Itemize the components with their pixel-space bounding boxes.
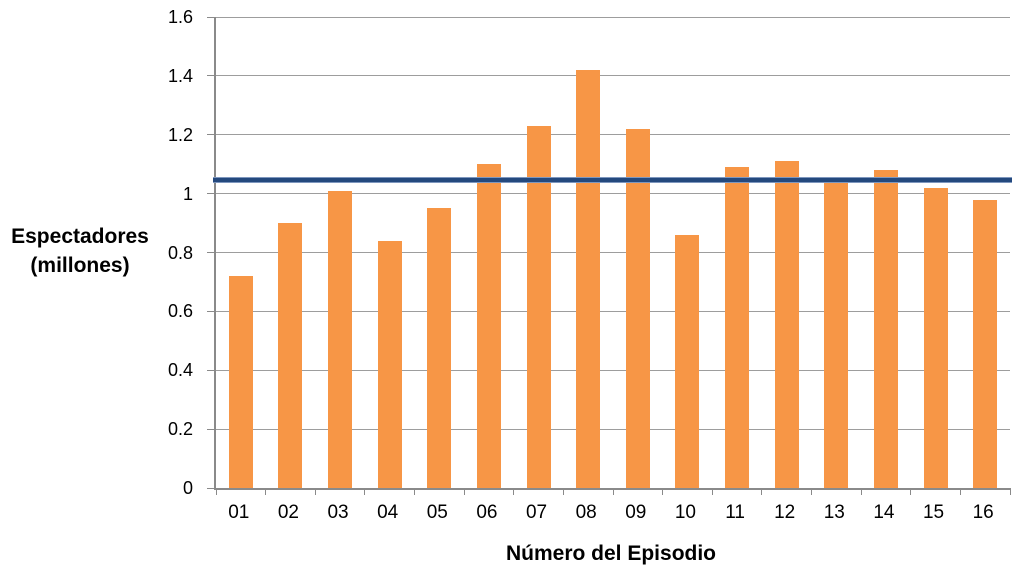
y-tick-label-0.2: 0.2	[167, 419, 193, 440]
x-axis-tick-9	[662, 488, 664, 495]
average-reference-line	[213, 177, 1012, 184]
x-tick-label-07: 07	[525, 502, 548, 523]
gridline-y-0.4	[216, 369, 1010, 371]
x-axis-tick-11	[761, 488, 763, 495]
y-tick-label-0.6: 0.6	[167, 301, 193, 322]
bar-episode-05	[427, 208, 452, 488]
bar-episode-13	[824, 181, 849, 488]
bar-episode-14	[873, 170, 898, 488]
y-tick-label-1: 1	[182, 183, 193, 204]
y-axis-title: Espectadores (millones)	[0, 222, 160, 280]
bar-episode-10	[675, 234, 700, 488]
x-axis-tick-14	[910, 488, 912, 495]
x-axis-tick-6	[513, 488, 515, 495]
x-tick-label-12: 12	[774, 502, 796, 523]
gridline-y-0.8	[216, 252, 1010, 253]
x-tick-label-06: 06	[476, 502, 498, 523]
bar-episode-01	[228, 276, 253, 488]
x-axis-tick-3	[364, 488, 366, 495]
x-axis-tick-8	[612, 488, 614, 495]
y-axis-tick-0	[207, 487, 215, 489]
bar-episode-03	[328, 190, 353, 488]
x-tick-label-02: 02	[277, 502, 299, 523]
x-axis-tick-10	[711, 488, 713, 495]
x-axis-tick-2	[314, 488, 316, 495]
y-tick-label-1.2: 1.2	[167, 124, 193, 145]
x-tick-label-15: 15	[922, 502, 945, 523]
y-axis-title-line2: (millones)	[30, 254, 130, 277]
gridline-y-0.6	[216, 310, 1010, 312]
x-tick-label-08: 08	[575, 502, 597, 523]
x-axis-tick-5	[463, 488, 465, 495]
y-axis-tick-0.2	[207, 428, 215, 430]
x-axis-tick-15	[959, 488, 961, 495]
x-tick-label-09: 09	[625, 502, 647, 523]
gridline-y-0.2	[216, 428, 1010, 430]
x-axis-tick-1	[265, 488, 267, 495]
bar-episode-02	[278, 223, 303, 488]
x-tick-label-03: 03	[327, 502, 349, 523]
bar-episode-15	[923, 187, 948, 488]
x-tick-label-16: 16	[972, 502, 994, 523]
x-axis-tick-0	[215, 488, 217, 495]
bar-episode-16	[973, 199, 998, 488]
bar-episode-04	[377, 240, 402, 488]
bar-episode-11	[725, 167, 750, 488]
gridline-y-1.2	[216, 134, 1010, 136]
gridline-y-1.4	[216, 75, 1010, 77]
y-axis-tick-0.4	[207, 369, 215, 371]
y-axis-tick-1.2	[207, 134, 215, 136]
y-tick-label-0: 0	[182, 478, 193, 498]
bar-episode-09	[625, 128, 650, 488]
x-tick-label-13: 13	[823, 502, 845, 523]
y-axis-tick-1.4	[207, 75, 215, 77]
y-axis-tick-0.8	[207, 252, 215, 253]
x-tick-label-14: 14	[873, 502, 895, 523]
y-axis-tick-1	[207, 193, 215, 195]
y-tick-label-1.6: 1.6	[167, 7, 193, 27]
plot-area	[207, 16, 1012, 495]
x-tick-label-01: 01	[228, 502, 250, 523]
y-tick-label-0.4: 0.4	[167, 360, 193, 381]
x-axis-tick-7	[562, 488, 564, 495]
bar-episode-08	[576, 70, 601, 488]
x-tick-label-11: 11	[725, 502, 745, 523]
y-axis-tick-0.6	[207, 310, 215, 312]
x-axis-tick-4	[414, 488, 415, 495]
x-axis-title: Número del Episodio	[505, 542, 717, 565]
y-axis-title-line1: Espectadores	[11, 225, 149, 248]
x-tick-label-04: 04	[377, 502, 399, 523]
x-axis-tick-12	[811, 488, 812, 495]
y-tick-label-1.4: 1.4	[167, 65, 193, 86]
x-tick-label-10: 10	[674, 502, 696, 523]
bar-episode-06	[476, 164, 501, 488]
y-tick-label-0.8: 0.8	[167, 242, 193, 263]
bar-episode-07	[526, 125, 551, 488]
x-tick-label-05: 05	[426, 502, 448, 523]
x-axis-tick-16	[1009, 488, 1011, 495]
bar-episode-12	[774, 161, 799, 488]
gridline-y-1	[216, 193, 1010, 195]
y-axis-tick-1.6	[207, 16, 215, 18]
x-axis-tick-13	[860, 488, 862, 495]
gridline-y-1.6	[216, 16, 1010, 18]
